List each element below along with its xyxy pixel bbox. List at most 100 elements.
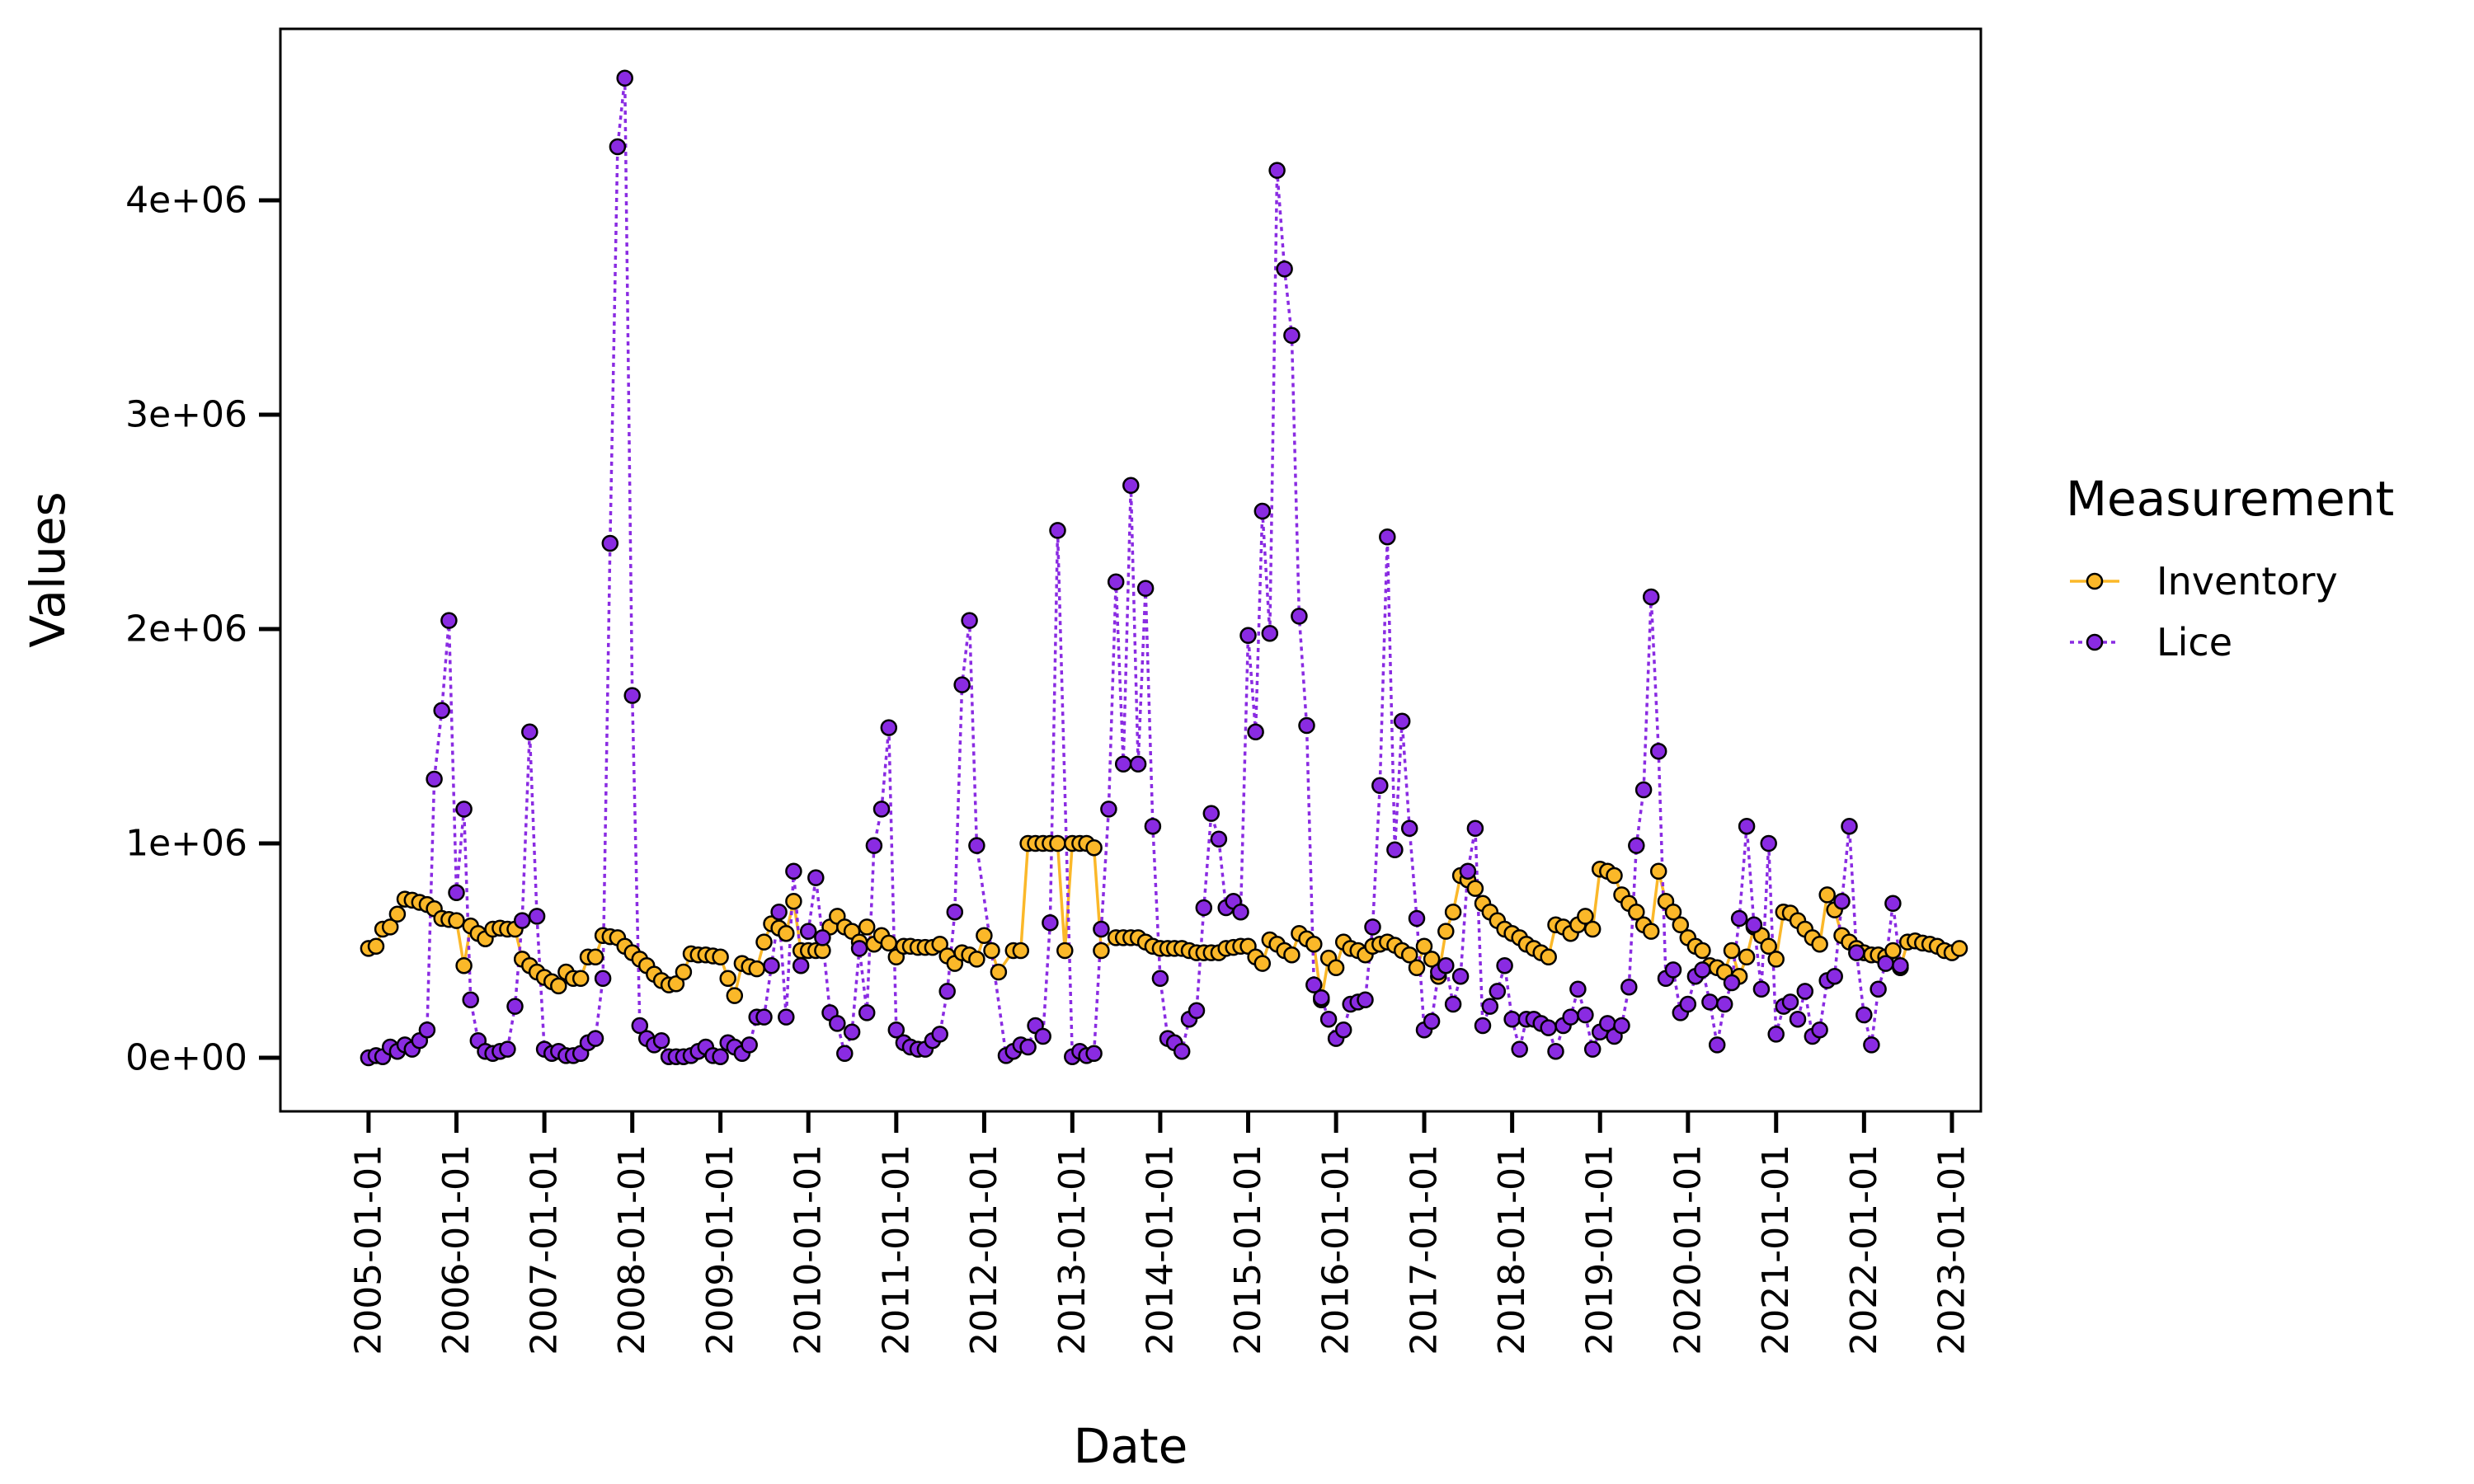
inventory-point xyxy=(1649,862,1667,881)
inventory-point xyxy=(1583,920,1602,938)
lice-point xyxy=(1870,980,1887,998)
inventory-point xyxy=(571,970,590,988)
lice-point xyxy=(1195,899,1213,917)
y-axis: 0e+00 1e+06 2e+06 3e+06 4e+06 xyxy=(125,180,280,1079)
lice-point xyxy=(865,837,883,854)
lice-point xyxy=(814,929,831,946)
inventory-point xyxy=(1950,940,1968,957)
lice-point xyxy=(836,1045,854,1063)
lice-point xyxy=(1144,817,1162,835)
inventory-point xyxy=(1305,935,1323,953)
lice-point xyxy=(1649,742,1667,760)
x-tick-label: 2007-01-01 xyxy=(524,1144,566,1355)
lice-point xyxy=(1884,895,1902,913)
inventory-point xyxy=(990,963,1008,981)
inventory-point xyxy=(1811,935,1828,953)
lice-point xyxy=(1628,837,1645,854)
lice-point xyxy=(1789,1010,1807,1028)
inventory-point xyxy=(719,970,736,988)
lice-point xyxy=(1188,1002,1206,1020)
lice-point xyxy=(1877,955,1894,972)
lice-point xyxy=(1305,976,1323,993)
lice-point xyxy=(1151,970,1169,988)
lice-point xyxy=(1738,817,1756,835)
lice-point xyxy=(1313,989,1330,1007)
lice-point xyxy=(858,1004,876,1021)
lice-point xyxy=(1232,903,1249,921)
lice-point xyxy=(1122,477,1140,495)
lice-point xyxy=(1437,956,1455,974)
inventory-point xyxy=(667,975,685,993)
lice-point xyxy=(1107,573,1125,591)
inventory-point xyxy=(1408,959,1426,977)
inventory-point xyxy=(1423,951,1441,968)
lice-point xyxy=(462,991,479,1009)
inventory-point xyxy=(785,892,802,910)
lice-point xyxy=(778,1008,795,1026)
lice-point xyxy=(1511,1040,1528,1058)
inventory-point xyxy=(748,960,765,978)
lice-point xyxy=(763,956,780,974)
lice-point xyxy=(1811,1021,1828,1039)
lice-point xyxy=(946,903,964,921)
lice-point xyxy=(843,1023,861,1041)
inventory-point xyxy=(1056,942,1074,960)
lice-point xyxy=(1093,920,1110,938)
lice-point xyxy=(1034,1027,1051,1045)
inventory-point xyxy=(1628,903,1645,921)
lice-point xyxy=(1613,1017,1630,1035)
inventory-point xyxy=(1437,923,1455,940)
inventory-point xyxy=(367,937,385,956)
lice-point xyxy=(1583,1040,1602,1058)
lice-point xyxy=(521,723,539,741)
inventory-point xyxy=(1664,903,1682,921)
lice-point xyxy=(799,923,817,940)
lice-point xyxy=(1129,755,1147,773)
x-tick-label: 2016-01-01 xyxy=(1315,1144,1357,1355)
lice-point xyxy=(1841,817,1858,835)
inventory-point xyxy=(1466,880,1484,897)
lice-point xyxy=(1826,967,1843,985)
lice-point xyxy=(1767,1026,1785,1043)
lice-point xyxy=(1423,1012,1441,1031)
lice-point xyxy=(953,676,971,693)
inventory-point xyxy=(381,918,399,936)
lice-series-line xyxy=(368,77,1903,1060)
inventory-point xyxy=(1694,942,1711,960)
lice-point xyxy=(455,801,473,818)
x-tick-label: 2022-01-01 xyxy=(1843,1144,1885,1355)
lice-point xyxy=(528,908,546,925)
lice-point xyxy=(1386,841,1404,859)
inventory-point xyxy=(1606,866,1623,885)
x-axis: 2005-01-01 2006-01-01 2007-01-01 2008-01-01… xyxy=(347,1111,1973,1355)
lice-point xyxy=(1357,991,1374,1009)
lice-point xyxy=(1019,1038,1037,1056)
lice-point xyxy=(631,1017,649,1035)
lice-point xyxy=(755,1008,773,1026)
y-tick-label: 4e+06 xyxy=(125,180,247,222)
inventory-point xyxy=(1444,903,1462,921)
x-tick-label: 2005-01-01 xyxy=(347,1144,389,1355)
inventory-point xyxy=(448,912,465,929)
inventory-point xyxy=(931,935,948,953)
inventory-point xyxy=(1642,923,1660,940)
lice-point xyxy=(448,884,465,902)
lice-point xyxy=(1136,580,1155,597)
lice-point xyxy=(938,983,956,1000)
lice-point xyxy=(712,1048,729,1065)
lice-point xyxy=(829,1015,846,1032)
lice-point xyxy=(1562,1008,1579,1026)
lice-point xyxy=(1474,1017,1492,1035)
legend: Measurement Inventory Lice xyxy=(2066,471,2394,665)
lice-point xyxy=(880,719,898,736)
y-tick-label: 1e+06 xyxy=(125,823,247,865)
lice-point xyxy=(1540,1019,1557,1036)
lice-point xyxy=(1247,723,1264,741)
x-tick-label: 2011-01-01 xyxy=(875,1144,917,1355)
lice-point xyxy=(770,903,788,921)
legend-lice-label: Lice xyxy=(2157,620,2232,665)
lice-point xyxy=(1547,1042,1564,1060)
x-tick-label: 2008-01-01 xyxy=(611,1144,653,1355)
lice-point xyxy=(1393,712,1411,730)
